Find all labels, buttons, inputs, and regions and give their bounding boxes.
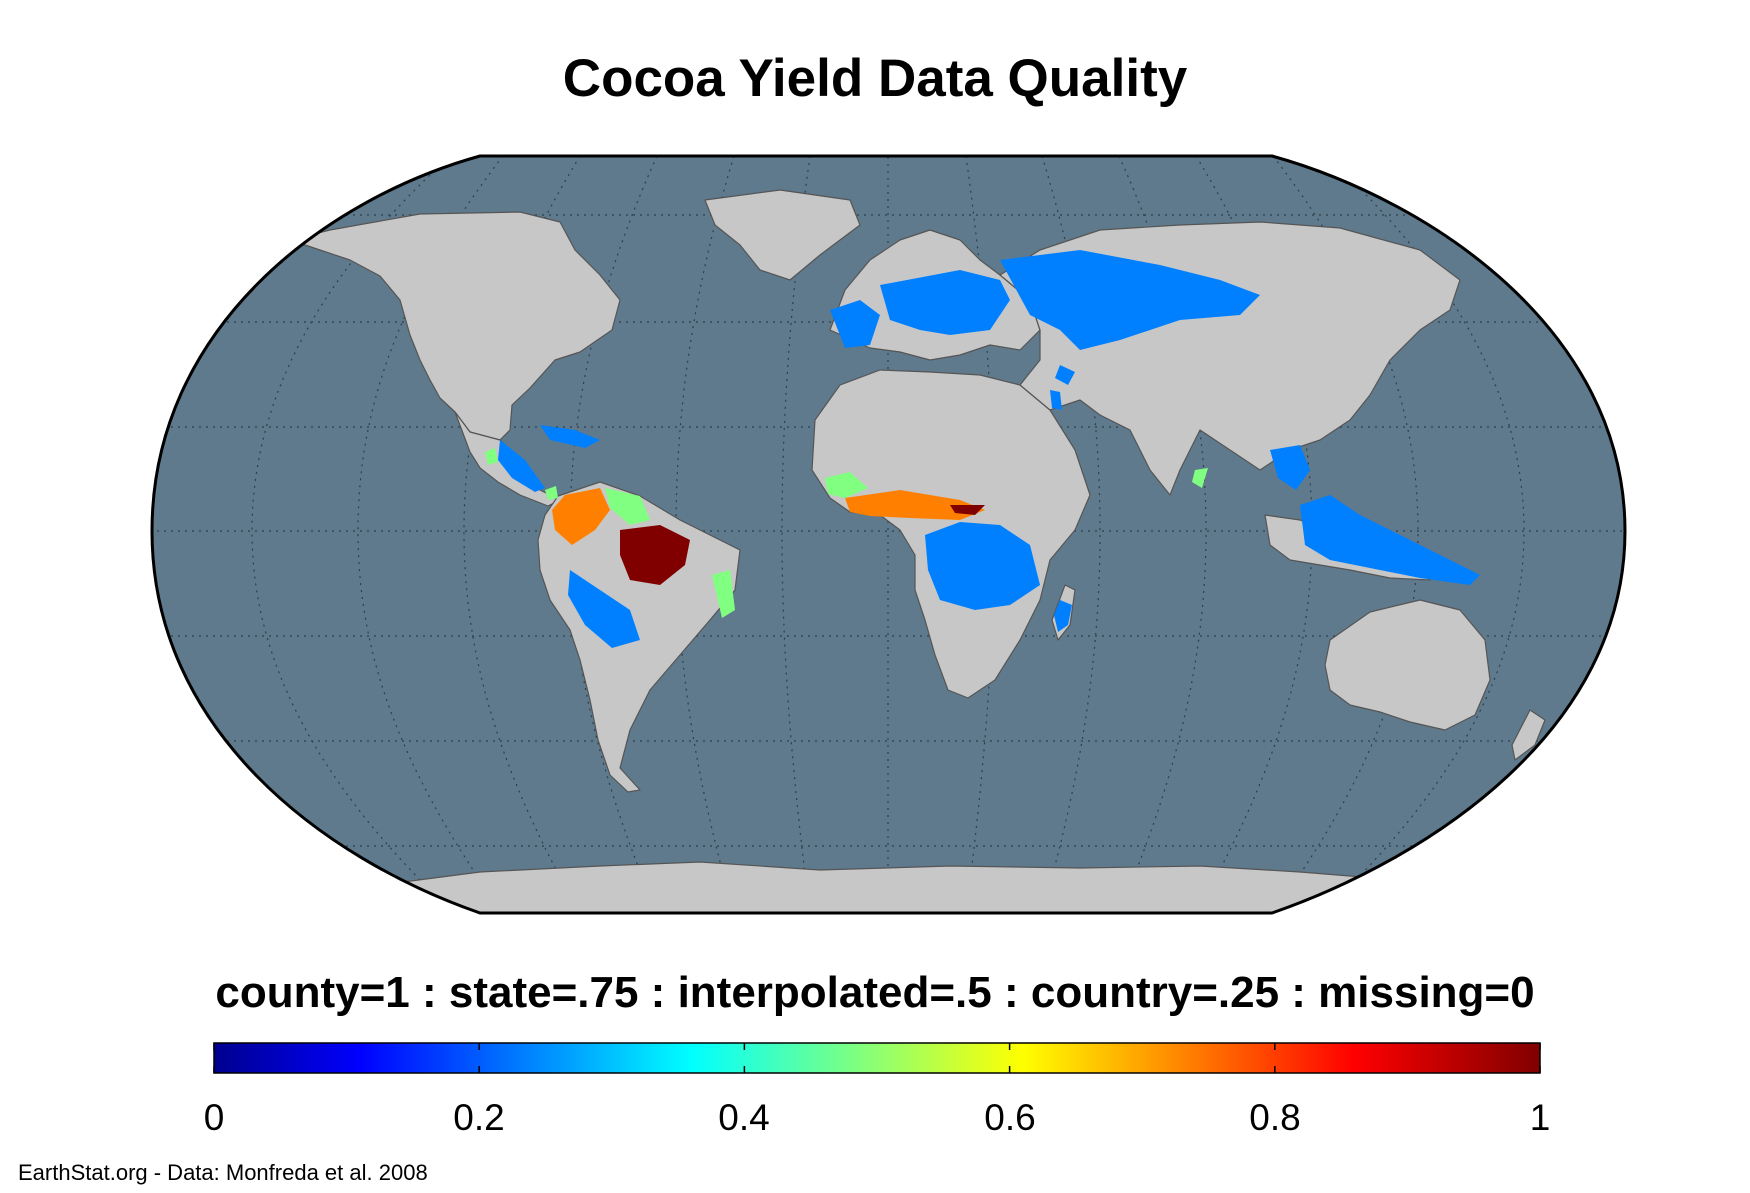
country-quality-region — [568, 570, 640, 648]
county-quality-region — [620, 525, 690, 585]
interpolated-quality-region — [485, 448, 498, 465]
country-quality-region — [1055, 365, 1075, 385]
colorbar — [213, 1042, 1541, 1074]
new-zealand — [1511, 709, 1546, 761]
country-quality-region — [1000, 250, 1260, 350]
colorbar-tick-label: 0.4 — [718, 1097, 770, 1138]
map-outline — [150, 154, 1627, 915]
north-america — [289, 211, 621, 441]
country-quality-region — [1270, 445, 1310, 490]
country-quality-region — [1050, 390, 1062, 410]
colorbar-tick-label: 0.6 — [984, 1097, 1036, 1138]
data-credit: EarthStat.org - Data: Monfreda et al. 20… — [18, 1160, 428, 1185]
antarctica — [359, 861, 1421, 913]
interpolated-quality-region — [545, 486, 558, 500]
county-quality-region — [950, 505, 985, 515]
state-quality-region — [552, 488, 610, 545]
country-quality-region — [498, 440, 545, 492]
country-quality-region — [880, 270, 1010, 335]
interpolated-quality-region — [825, 472, 868, 498]
greenland — [704, 189, 861, 281]
australia — [1324, 599, 1491, 731]
legend-caption: county=1 : state=.75 : interpolated=.5 :… — [215, 968, 1535, 1017]
colorbar-tick-marks — [213, 1043, 1541, 1073]
colorbar-tick-label: 0.2 — [453, 1097, 505, 1138]
colorbar-gradient — [213, 1042, 1541, 1074]
data-quality-overlay — [485, 250, 1480, 648]
interpolated-quality-region — [605, 488, 650, 525]
interpolated-quality-region — [1192, 468, 1208, 488]
country-quality-region — [1054, 600, 1072, 632]
country-quality-region — [830, 300, 880, 348]
interpolated-quality-region — [712, 570, 735, 618]
country-quality-region — [925, 522, 1040, 610]
colorbar-tick-label: 1 — [1529, 1097, 1551, 1138]
country-quality-region — [540, 425, 600, 448]
colorbar-tick-label: 0.8 — [1249, 1097, 1301, 1138]
country-quality-region — [1300, 495, 1480, 585]
state-quality-region — [845, 490, 985, 520]
map-title: Cocoa Yield Data Quality — [562, 49, 1188, 108]
colorbar-tick-label: 0 — [203, 1097, 225, 1138]
